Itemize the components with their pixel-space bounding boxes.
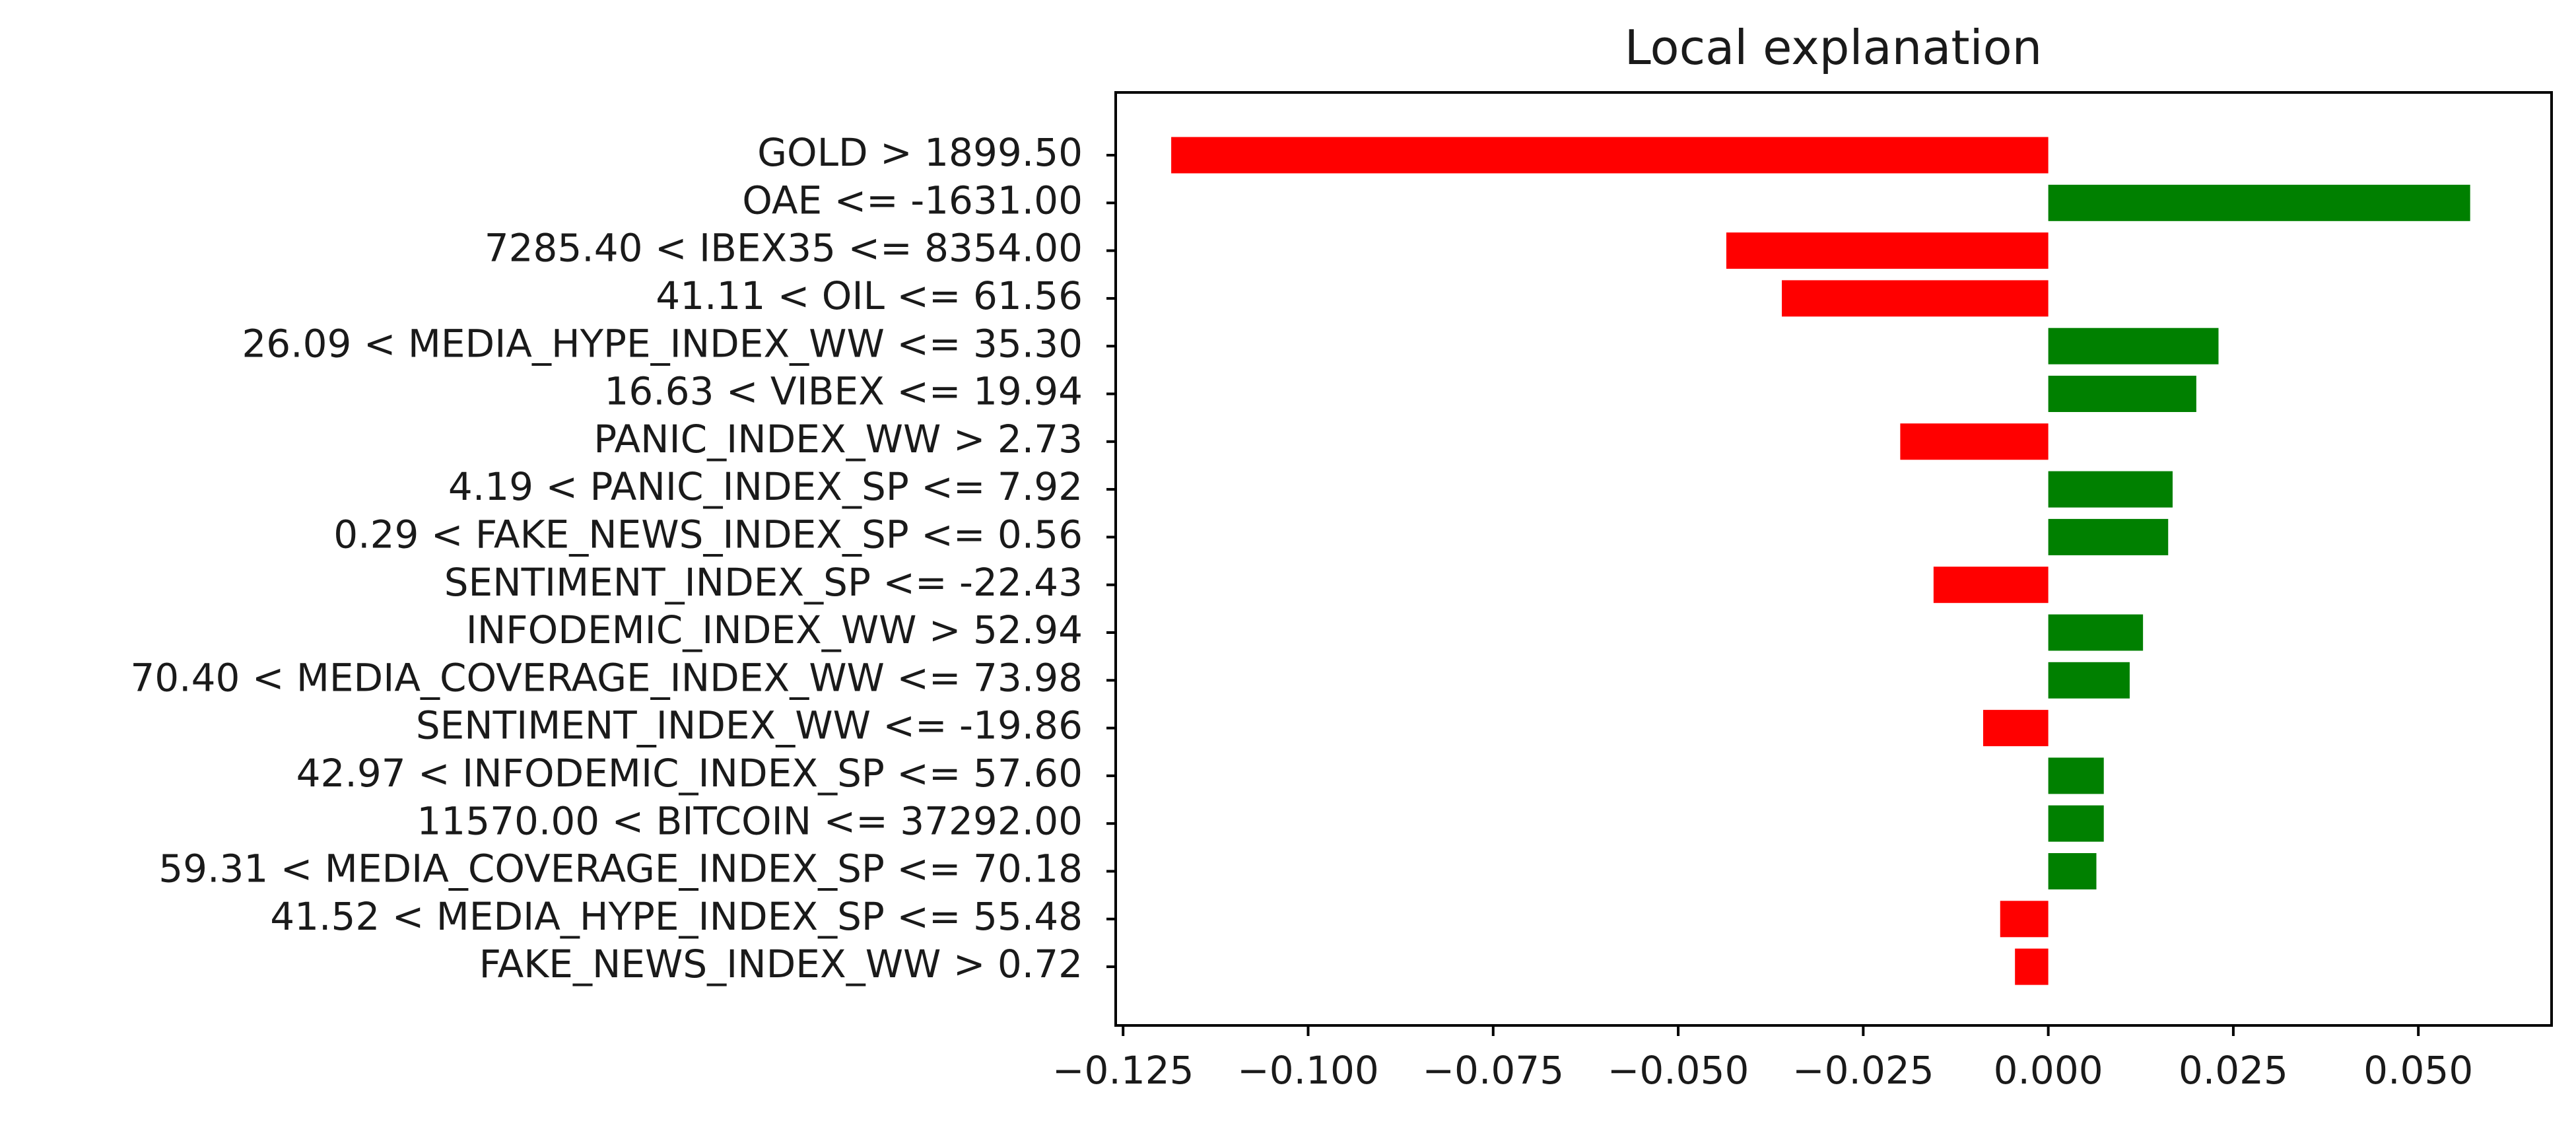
- y-tick-label: OAE <= -1631.00: [742, 178, 1083, 223]
- x-tick-label: −0.025: [1792, 1048, 1934, 1093]
- y-tick-label: SENTIMENT_INDEX_WW <= -19.86: [416, 703, 1083, 748]
- y-tick-label: 70.40 < MEDIA_COVERAGE_INDEX_WW <= 73.98: [130, 655, 1083, 700]
- bar: [1171, 137, 2049, 174]
- x-tick-label: 0.050: [2363, 1048, 2473, 1093]
- y-tick-label: GOLD > 1899.50: [757, 130, 1083, 175]
- bar: [2048, 614, 2144, 651]
- bar: [2048, 184, 2470, 221]
- bar: [2048, 376, 2196, 412]
- plot-frame: [1114, 91, 2553, 1027]
- x-tick-label: 0.025: [2179, 1048, 2288, 1093]
- bar: [2048, 757, 2104, 794]
- y-tick-label: SENTIMENT_INDEX_SP <= -22.43: [444, 560, 1083, 605]
- bar: [1933, 567, 2049, 604]
- y-tick-label: 42.97 < INFODEMIC_INDEX_SP <= 57.60: [296, 751, 1083, 796]
- y-tick-label: 41.11 < OIL <= 61.56: [656, 273, 1083, 318]
- bar: [2000, 901, 2049, 938]
- y-tick-label: 0.29 < FAKE_NEWS_INDEX_SP <= 0.56: [333, 512, 1083, 557]
- y-tick-label: INFODEMIC_INDEX_WW > 52.94: [466, 607, 1083, 652]
- x-tick-label: −0.075: [1422, 1048, 1564, 1093]
- y-tick-label: FAKE_NEWS_INDEX_WW > 0.72: [479, 942, 1083, 986]
- bar: [1900, 423, 2049, 460]
- bar: [1782, 280, 2049, 317]
- y-tick-label: 41.52 < MEDIA_HYPE_INDEX_SP <= 55.48: [270, 894, 1083, 939]
- x-tick-label: 0.000: [1994, 1048, 2103, 1093]
- x-tick-label: −0.125: [1052, 1048, 1194, 1093]
- y-tick-label: 16.63 < VIBEX <= 19.94: [604, 369, 1083, 414]
- y-tick-label: 4.19 < PANIC_INDEX_SP <= 7.92: [448, 464, 1083, 509]
- bar: [2015, 948, 2049, 985]
- bar: [1726, 232, 2049, 269]
- y-tick-label: 11570.00 < BITCOIN <= 37292.00: [417, 798, 1083, 843]
- y-tick-label: 7285.40 < IBEX35 <= 8354.00: [485, 226, 1083, 271]
- y-tick-label: PANIC_INDEX_WW > 2.73: [593, 417, 1083, 462]
- chart-title: Local explanation: [1625, 20, 2043, 75]
- bar: [2048, 471, 2173, 508]
- bar: [2048, 805, 2104, 842]
- bar: [1983, 710, 2049, 747]
- y-tick-label: 26.09 < MEDIA_HYPE_INDEX_WW <= 35.30: [242, 321, 1083, 366]
- bar: [2048, 662, 2130, 699]
- x-axis: −0.125 −0.100 −0.075 −0.050 −0.025 0.000 0.025…: [1052, 1025, 2473, 1093]
- bar: [2048, 328, 2219, 364]
- bar: [2048, 518, 2169, 555]
- bar: [2048, 853, 2097, 889]
- bars: [1171, 137, 2470, 985]
- x-tick-label: −0.100: [1237, 1048, 1379, 1093]
- x-tick-label: −0.050: [1608, 1048, 1749, 1093]
- y-tick-label: 59.31 < MEDIA_COVERAGE_INDEX_SP <= 70.18: [158, 847, 1083, 891]
